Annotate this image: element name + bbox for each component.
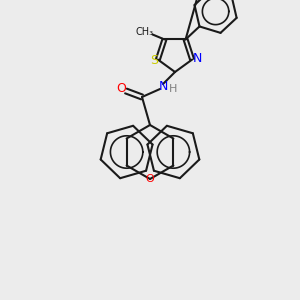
Text: H: H — [169, 84, 177, 94]
Text: O: O — [116, 82, 126, 95]
Text: O: O — [146, 174, 154, 184]
Text: N: N — [158, 80, 168, 94]
Text: CH₃: CH₃ — [135, 27, 154, 38]
Text: S: S — [150, 54, 158, 67]
Text: N: N — [192, 52, 202, 65]
